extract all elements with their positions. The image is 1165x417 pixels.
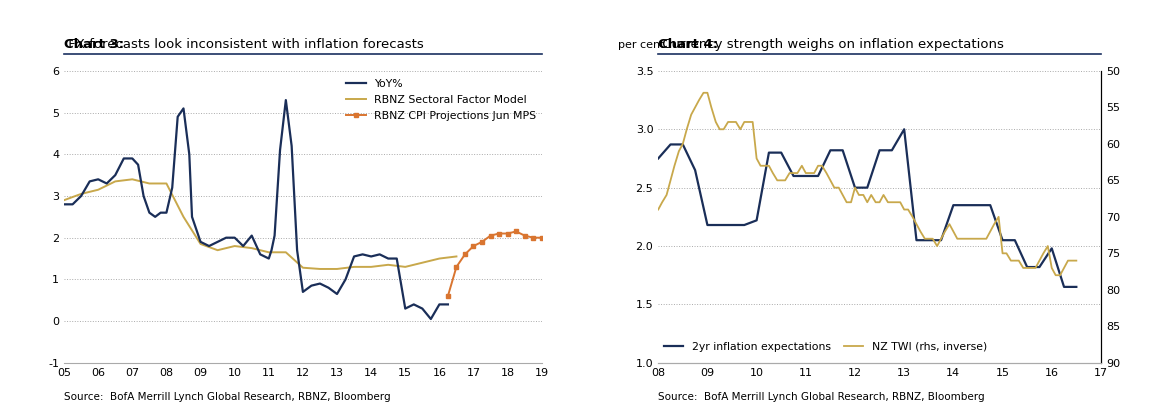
Legend: YoY%, RBNZ Sectoral Factor Model, RBNZ CPI Projections Jun MPS: YoY%, RBNZ Sectoral Factor Model, RBNZ C… xyxy=(346,79,536,121)
Text: Source:  BofA Merrill Lynch Global Research, RBNZ, Bloomberg: Source: BofA Merrill Lynch Global Resear… xyxy=(64,392,390,402)
Legend: 2yr inflation expectations, NZ TWI (rhs, inverse): 2yr inflation expectations, NZ TWI (rhs,… xyxy=(664,342,987,352)
Text: Chart 3:: Chart 3: xyxy=(64,38,125,51)
Text: Source:  BofA Merrill Lynch Global Research, RBNZ, Bloomberg: Source: BofA Merrill Lynch Global Resear… xyxy=(658,392,984,402)
Text: Chart 4:: Chart 4: xyxy=(658,38,719,51)
Text: Currency strength weighs on inflation expectations: Currency strength weighs on inflation ex… xyxy=(658,38,1004,51)
Text: FX forecasts look inconsistent with inflation forecasts: FX forecasts look inconsistent with infl… xyxy=(64,38,424,51)
Text: per cent: per cent xyxy=(619,40,665,50)
